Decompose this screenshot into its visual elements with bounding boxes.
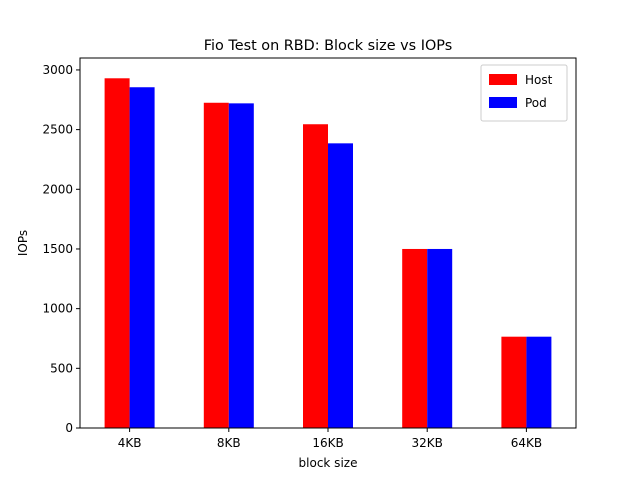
y-axis-label: IOPs (16, 230, 30, 256)
y-axis: 0 500 1000 1500 2000 2500 3000 (42, 63, 80, 435)
bar-pod-32kb (427, 248, 453, 428)
bar-pod-64kb (526, 336, 552, 428)
bar-host-32kb (402, 248, 428, 428)
bar-host-16kb (303, 124, 328, 428)
y-tick-label: 0 (65, 421, 73, 435)
y-tick-label: 3000 (42, 63, 73, 77)
bar-pod-8kb (228, 103, 254, 429)
legend-label-pod: Pod (525, 96, 547, 110)
chart-title: Fio Test on RBD: Block size vs IOPs (204, 38, 452, 54)
legend-label-host: Host (525, 73, 553, 87)
legend: Host Pod (480, 64, 568, 122)
y-tick-label: 500 (50, 361, 73, 375)
y-tick-label: 1500 (42, 242, 73, 256)
x-tick-label: 16KB (312, 436, 343, 450)
x-axis-label: block size (299, 456, 358, 470)
legend-box (480, 64, 568, 122)
x-tick-label: 64KB (511, 436, 542, 450)
plot-frame (79, 57, 577, 429)
y-tick-label: 1000 (42, 302, 73, 316)
bar-pod-4kb (129, 87, 155, 428)
bars-group (104, 78, 552, 429)
x-tick-label: 4KB (118, 436, 142, 450)
x-tick-label: 8KB (217, 436, 241, 450)
y-tick-label: 2000 (42, 182, 73, 196)
x-tick-label: 32KB (412, 436, 443, 450)
legend-swatch-host (489, 74, 517, 85)
y-tick-label: 2500 (42, 123, 73, 137)
bar-host-8kb (203, 102, 229, 429)
bar-host-64kb (501, 336, 527, 428)
x-axis: 4KB 8KB 16KB 32KB 64KB (118, 428, 542, 450)
bar-pod-16kb (328, 143, 353, 428)
bar-host-4kb (104, 78, 130, 429)
legend-swatch-pod (489, 97, 517, 108)
